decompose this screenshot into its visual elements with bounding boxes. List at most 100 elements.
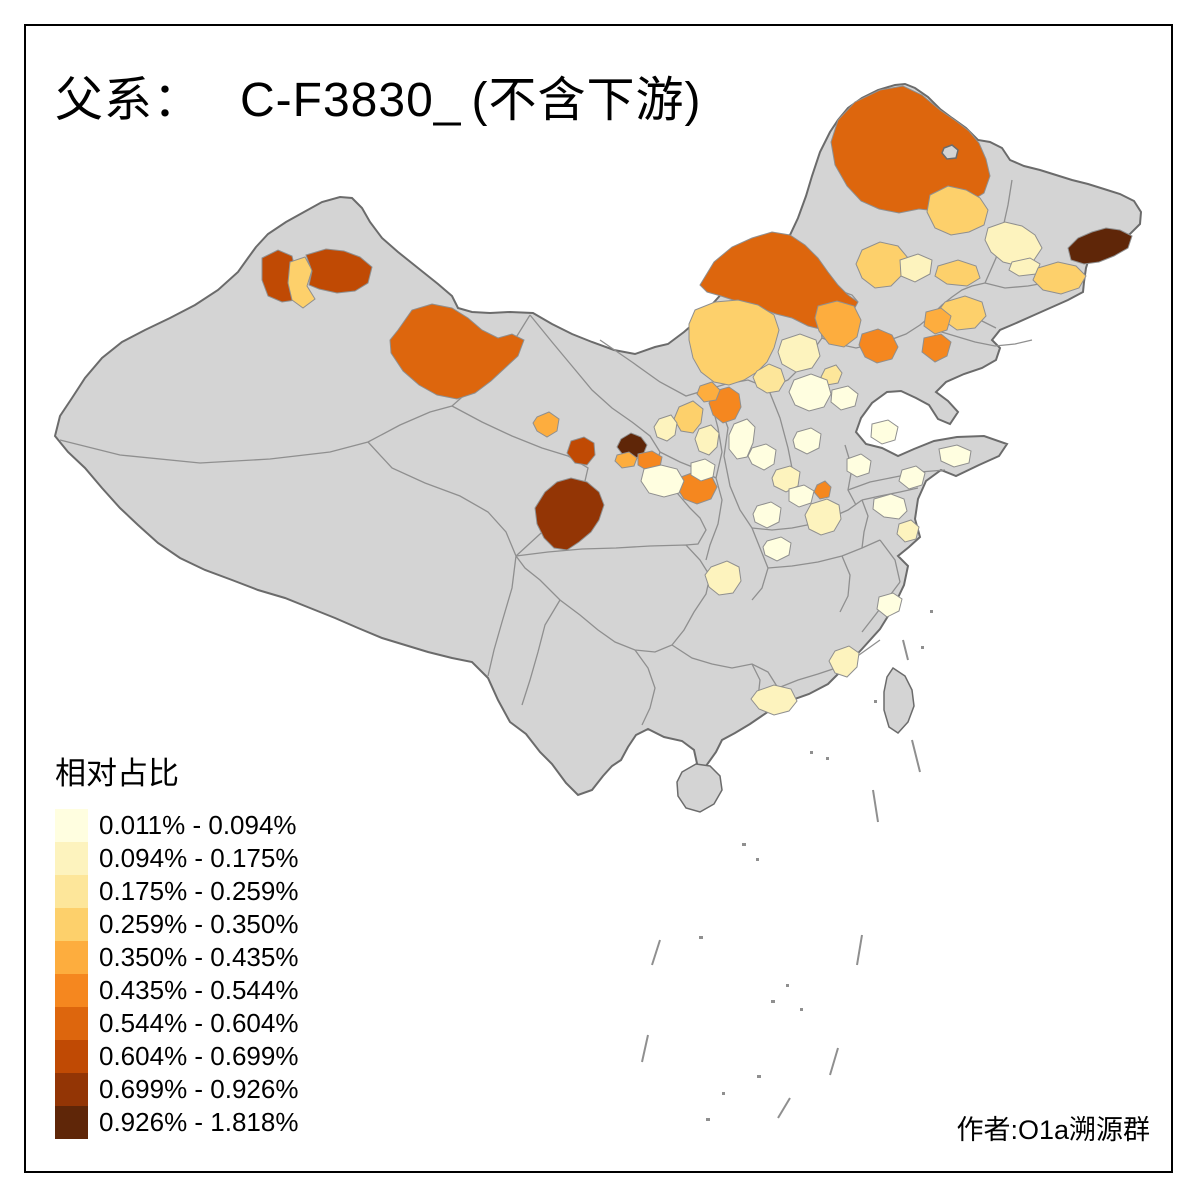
legend-range-label: 0.926% - 1.818% <box>99 1107 299 1137</box>
map-region <box>1032 261 1087 295</box>
legend-item: 0.094% - 0.175% <box>55 842 298 875</box>
map-region <box>923 307 952 335</box>
map-region <box>870 419 899 445</box>
title-haplogroup-code: C-F3830_ <box>240 74 462 127</box>
province-border <box>847 469 946 491</box>
enclave-hole <box>941 144 959 160</box>
legend-item: 0.435% - 0.544% <box>55 974 298 1007</box>
page-title: 父系： C-F3830_ (不含下游) <box>55 60 701 130</box>
map-region <box>804 498 842 536</box>
taiwan-island <box>883 666 915 734</box>
map-region <box>752 501 782 529</box>
legend-range-label: 0.604% - 0.699% <box>99 1041 299 1071</box>
province-border <box>717 399 753 529</box>
map-region <box>694 424 720 456</box>
south-china-sea-islets <box>699 610 933 1121</box>
map-region <box>653 414 678 442</box>
legend-range-label: 0.175% - 0.259% <box>99 876 299 906</box>
legend-item: 0.604% - 0.699% <box>55 1040 298 1073</box>
map-region <box>896 519 920 543</box>
legend-range-label: 0.350% - 0.435% <box>99 942 299 972</box>
legend-item: 0.011% - 0.094% <box>55 809 298 842</box>
legend-item: 0.259% - 0.350% <box>55 908 298 941</box>
map-region <box>830 385 859 411</box>
province-border <box>767 539 881 569</box>
legend-range-label: 0.259% - 0.350% <box>99 909 299 939</box>
map-region <box>534 477 605 551</box>
map-region <box>305 248 373 294</box>
province-border <box>839 555 851 613</box>
south-china-sea-dash-line <box>641 639 921 1119</box>
map-region-patches <box>261 85 1133 716</box>
map-region <box>777 333 821 373</box>
legend-range-label: 0.094% - 0.175% <box>99 843 299 873</box>
legend-color-swatch <box>55 1040 88 1073</box>
map-region <box>752 363 786 394</box>
map-region <box>898 465 926 490</box>
map-region <box>846 453 872 478</box>
legend-rows: 0.011% - 0.094% 0.094% - 0.175% 0.175% - 0… <box>55 809 298 1139</box>
map-region <box>1067 227 1133 265</box>
legend-title: 相对占比 <box>55 756 179 791</box>
map-legend: 相对占比 0.011% - 0.094% 0.094% - 0.175% 0.175… <box>55 748 298 1139</box>
legend-item: 0.175% - 0.259% <box>55 875 298 908</box>
legend-range-label: 0.699% - 0.926% <box>99 1074 299 1104</box>
legend-item: 0.350% - 0.435% <box>55 941 298 974</box>
map-region <box>876 592 903 618</box>
map-region <box>872 493 908 520</box>
legend-range-label: 0.011% - 0.094% <box>99 810 297 840</box>
province-border <box>821 282 986 349</box>
map-region <box>704 560 742 596</box>
map-region <box>934 259 981 287</box>
map-region <box>792 427 822 455</box>
map-region <box>696 381 721 403</box>
legend-color-swatch <box>55 875 88 908</box>
map-region <box>640 464 685 498</box>
map-region <box>566 436 596 466</box>
legend-item: 0.544% - 0.604% <box>55 1007 298 1040</box>
legend-color-swatch <box>55 1007 88 1040</box>
map-region <box>728 418 756 460</box>
legend-color-swatch <box>55 974 88 1007</box>
legend-color-swatch <box>55 941 88 974</box>
province-border <box>634 649 656 726</box>
attribution-text: 作者:O1a溯源群 <box>956 1115 1150 1145</box>
province-border <box>844 444 857 506</box>
map-region <box>389 303 525 400</box>
province-border <box>671 644 779 689</box>
map-region <box>762 536 792 562</box>
legend-color-swatch <box>55 1106 88 1139</box>
map-region <box>788 373 832 412</box>
hainan-island <box>676 763 723 813</box>
legend-color-swatch <box>55 842 88 875</box>
map-region <box>938 444 972 468</box>
province-border <box>659 451 723 561</box>
legend-range-label: 0.544% - 0.604% <box>99 1008 299 1038</box>
province-border <box>879 539 901 583</box>
map-region <box>690 458 716 482</box>
map-region <box>855 241 909 289</box>
map-region <box>788 484 815 508</box>
map-region <box>814 300 862 348</box>
province-border <box>515 544 711 653</box>
map-region <box>830 85 991 214</box>
legend-item: 0.926% - 1.818% <box>55 1106 298 1139</box>
map-region <box>921 333 952 363</box>
legend-color-swatch <box>55 809 88 842</box>
map-region <box>747 443 777 471</box>
title-prefix: 父系： <box>55 74 203 127</box>
legend-color-swatch <box>55 1073 88 1106</box>
map-region <box>926 185 989 236</box>
province-border <box>367 441 517 677</box>
legend-item: 0.699% - 0.926% <box>55 1073 298 1106</box>
map-region <box>899 253 933 283</box>
title-suffix: (不含下游) <box>471 74 702 127</box>
map-region <box>828 645 860 678</box>
map-region <box>858 328 899 364</box>
province-border <box>861 499 869 549</box>
province-border <box>934 329 1033 347</box>
map-region <box>287 256 316 309</box>
map-region <box>532 411 560 438</box>
